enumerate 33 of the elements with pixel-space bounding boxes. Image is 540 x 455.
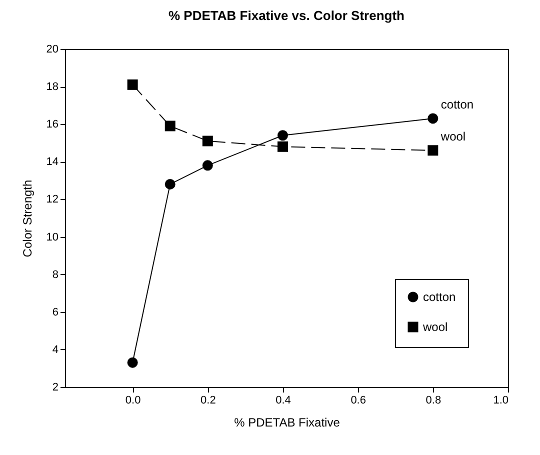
point (164, 178, 176, 190)
y-axis-title: Color Strength (20, 180, 34, 258)
point (127, 79, 138, 90)
legend-label: cotton (423, 290, 456, 304)
annotation: wool (440, 129, 466, 144)
x-tick-label: 0.6 (350, 394, 366, 406)
x-tick-label: 0.2 (200, 394, 216, 406)
point (278, 130, 288, 141)
y-tick-label: 18 (46, 81, 58, 94)
point (202, 136, 213, 146)
point (202, 160, 213, 171)
y-tick-label: 6 (52, 306, 58, 318)
x-tick-label: 0.8 (426, 394, 442, 406)
annotation: cotton (440, 97, 474, 112)
legend-label: wool (422, 320, 448, 334)
y-tick-label: 10 (46, 231, 58, 244)
chart-title: % PDETAB Fixative vs. Color Strength (168, 8, 405, 23)
point (428, 145, 438, 156)
y-tick-label: 14 (46, 156, 58, 168)
x-tick-label: 0.4 (276, 394, 291, 406)
point (428, 113, 438, 124)
y-tick-label: 12 (46, 194, 58, 206)
x-tick-label: 1.0 (493, 394, 508, 406)
point (278, 141, 288, 152)
y-tick-label: 8 (52, 268, 58, 281)
x-tick-label: 0.0 (125, 394, 141, 406)
y-tick-label: 2 (52, 382, 58, 394)
x-axis-title: % PDETAB Fixative (234, 416, 340, 430)
y-tick-label: 16 (46, 118, 58, 131)
y-tick-label: 20 (46, 44, 58, 56)
y-tick-label: 4 (52, 344, 58, 356)
point (127, 357, 138, 368)
point (164, 120, 176, 132)
